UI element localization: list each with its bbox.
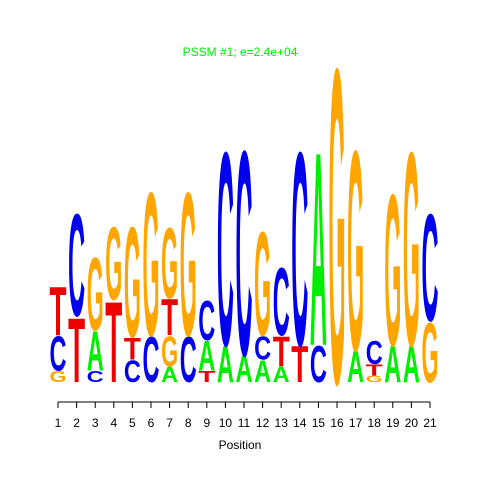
logo-letter: G — [143, 151, 160, 379]
logo-letter: C — [291, 94, 308, 404]
x-tick-label: 6 — [148, 416, 155, 430]
x-axis-label: Position — [219, 438, 262, 452]
logo-letter: G — [50, 369, 67, 386]
logo-letter: C — [124, 353, 141, 389]
logo-letter: C — [198, 289, 215, 352]
logo-letter: G — [105, 205, 122, 321]
x-tick-label: 9 — [203, 416, 210, 430]
logo-letter: G — [254, 202, 271, 367]
logo-letter: G — [180, 151, 197, 379]
logo-letter: A — [217, 335, 234, 393]
logo-letter: G — [403, 94, 420, 404]
x-tick-label: 4 — [110, 416, 117, 430]
x-tick-label: 18 — [368, 416, 382, 430]
logo-letter: T — [198, 369, 216, 386]
logo-letter: C — [366, 334, 383, 372]
x-tick-label: 14 — [293, 416, 307, 430]
x-tick-label: 5 — [129, 416, 136, 430]
x-tick-label: 16 — [330, 416, 344, 430]
logo-letter: G — [161, 207, 178, 320]
logo-letter: C — [180, 323, 197, 396]
logo-letter: A — [347, 341, 364, 392]
logo-letter: G — [161, 328, 178, 376]
logo-letter: C — [217, 94, 234, 404]
x-tick-label: 12 — [256, 416, 270, 430]
logo-letter: A — [198, 333, 215, 381]
logo-letter: A — [161, 362, 178, 387]
x-tick-label: 7 — [166, 416, 173, 430]
x-tick-label: 1 — [55, 416, 62, 430]
logo-letter: T — [50, 272, 67, 350]
logo-letter: G — [124, 195, 141, 371]
logo-letter: T — [124, 330, 141, 366]
logo-letter: T — [161, 288, 178, 346]
logo-letter: G — [347, 91, 364, 411]
logo-letter: C — [273, 247, 290, 356]
logo-letter: C — [143, 323, 160, 396]
x-tick-label: 11 — [238, 416, 251, 430]
logo-letter: G — [366, 374, 383, 384]
logo-letter: G — [329, 0, 346, 478]
logo-letter: T — [68, 298, 85, 402]
logo-letter: C — [87, 369, 104, 386]
x-tick-label: 10 — [219, 416, 233, 430]
logo-letter: A — [236, 348, 253, 391]
logo-letter: G — [384, 149, 401, 391]
logo-letter: A — [403, 335, 420, 393]
x-tick-label: 19 — [386, 416, 400, 430]
logo-letter: C — [68, 184, 85, 347]
x-tick-label: 17 — [349, 416, 363, 430]
logo-letter: T — [366, 363, 384, 380]
x-tick-label: 13 — [275, 416, 289, 430]
logo-letter: C — [236, 89, 253, 416]
logo-letter: T — [291, 335, 308, 393]
x-tick-label: 2 — [73, 416, 80, 430]
logo-letter: A — [384, 335, 401, 393]
logo-letter: A — [310, 94, 327, 404]
chart-title: PSSM #1; e=2.4e+04 — [183, 45, 298, 59]
x-tick-label: 15 — [312, 416, 326, 430]
logo-letter: T — [105, 279, 122, 407]
logo-letter: C — [422, 182, 439, 353]
logo-letter: T — [273, 328, 290, 376]
x-tick-label: 20 — [405, 416, 419, 430]
x-tick-label: 8 — [185, 416, 192, 430]
logo-letter: C — [50, 327, 67, 382]
logo-letter: G — [87, 236, 104, 352]
x-tick-label: 3 — [92, 416, 99, 430]
logo-letter: G — [422, 306, 439, 401]
logo-letter: C — [310, 335, 327, 393]
logo-letter: C — [254, 329, 271, 367]
x-tick-label: 21 — [423, 416, 437, 430]
logo-letter: A — [273, 362, 290, 387]
logo-letter: A — [254, 353, 271, 389]
logo-letter: A — [87, 320, 104, 383]
